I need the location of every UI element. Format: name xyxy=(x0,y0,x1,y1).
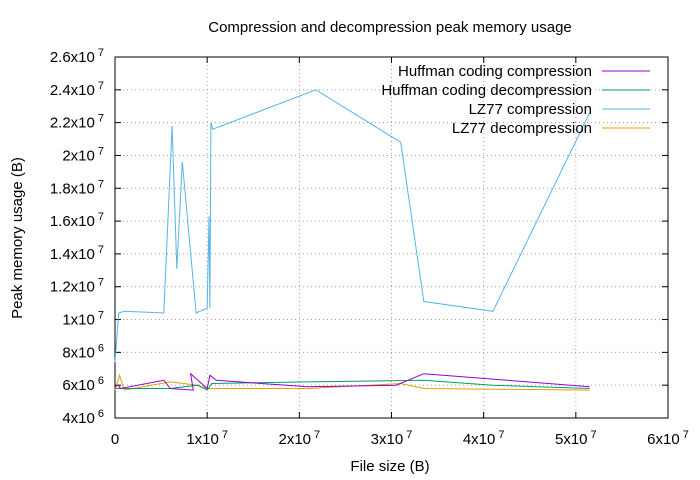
y-tick-label: 1.6x10 7 xyxy=(50,211,104,230)
x-tick-mantissa: 5x10 xyxy=(555,431,588,448)
y-axis-label: Peak memory usage (B) xyxy=(9,157,26,319)
legend: Huffman coding compression Huffman coding… xyxy=(381,63,650,137)
y-tick-label: 6x10 6 xyxy=(62,375,104,394)
y-tick-exponent: 7 xyxy=(98,211,104,223)
y-tick-mantissa: 2.4x10 xyxy=(50,82,95,99)
y-tick-mantissa: 2x10 xyxy=(62,147,95,164)
y-tick-exponent: 7 xyxy=(98,113,104,125)
x-tick-exponent: 7 xyxy=(683,429,689,441)
x-tick-mantissa: 4x10 xyxy=(463,431,496,448)
y-tick-label: 8x10 6 xyxy=(62,342,104,361)
y-tick-exponent: 6 xyxy=(98,375,104,387)
x-tick-label: 6x10 7 xyxy=(647,429,689,448)
x-tick-label: 0 xyxy=(111,431,119,448)
y-tick-label: 1.4x10 7 xyxy=(50,244,104,263)
x-tick-mantissa: 6x10 xyxy=(647,431,680,448)
legend-label: LZ77 compression xyxy=(469,101,592,118)
y-tick-mantissa: 1.8x10 xyxy=(50,180,95,197)
y-tick-mantissa: 8x10 xyxy=(62,344,95,361)
x-tick-exponent: 7 xyxy=(222,429,228,441)
x-tick-exponent: 7 xyxy=(406,429,412,441)
x-axis-label: File size (B) xyxy=(350,458,429,475)
x-tick-exponent: 7 xyxy=(314,429,320,441)
x-tick-label: 4x10 7 xyxy=(463,429,505,448)
y-tick-exponent: 7 xyxy=(98,80,104,92)
series-line-0 xyxy=(114,372,590,391)
chart-title: Compression and decompression peak memor… xyxy=(208,19,572,36)
y-tick-mantissa: 1.4x10 xyxy=(50,246,95,263)
y-tick-mantissa: 1.2x10 xyxy=(50,279,95,296)
y-tick-label: 2.2x10 7 xyxy=(50,113,104,132)
y-tick-label: 4x10 6 xyxy=(62,408,104,427)
y-tick-label: 1.2x10 7 xyxy=(50,277,104,296)
y-tick-label: 2x10 7 xyxy=(62,145,104,164)
x-tick-label: 1x10 7 xyxy=(186,429,228,448)
y-tick-exponent: 7 xyxy=(98,277,104,289)
x-tick-mantissa: 2x10 xyxy=(279,431,312,448)
y-tick-exponent: 7 xyxy=(98,145,104,157)
series-line-3 xyxy=(114,373,590,391)
y-tick-mantissa: 6x10 xyxy=(62,377,95,394)
x-tick-mantissa: 3x10 xyxy=(371,431,404,448)
y-tick-exponent: 7 xyxy=(98,47,104,59)
x-tick-label: 3x10 7 xyxy=(371,429,413,448)
legend-label: LZ77 decompression xyxy=(452,120,592,137)
y-tick-label: 1.8x10 7 xyxy=(50,178,104,197)
y-tick-mantissa: 1.6x10 xyxy=(50,213,95,230)
y-tick-mantissa: 2.2x10 xyxy=(50,115,95,132)
y-tick-exponent: 7 xyxy=(98,244,104,256)
x-tick-label: 2x10 7 xyxy=(279,429,321,448)
x-tick-mantissa: 1x10 xyxy=(186,431,219,448)
y-tick-exponent: 6 xyxy=(98,342,104,354)
y-tick-exponent: 7 xyxy=(98,178,104,190)
y-tick-mantissa: 2.6x10 xyxy=(50,49,95,66)
x-tick-mantissa: 0 xyxy=(111,431,119,448)
series-line-1 xyxy=(115,379,590,391)
y-tick-mantissa: 4x10 xyxy=(62,410,95,427)
series-lines xyxy=(114,89,591,391)
legend-label: Huffman coding decompression xyxy=(381,82,592,99)
y-tick-label: 1x10 7 xyxy=(62,310,104,329)
y-tick-exponent: 7 xyxy=(98,310,104,322)
y-tick-label: 2.6x10 7 xyxy=(50,47,104,66)
y-tick-mantissa: 1x10 xyxy=(62,312,95,329)
x-tick-exponent: 7 xyxy=(591,429,597,441)
x-tick-label: 5x10 7 xyxy=(555,429,597,448)
y-tick-exponent: 6 xyxy=(98,408,104,420)
x-tick-exponent: 7 xyxy=(498,429,504,441)
legend-label: Huffman coding compression xyxy=(398,63,592,80)
y-tick-label: 2.4x10 7 xyxy=(50,80,104,99)
series-line-2 xyxy=(114,89,591,363)
